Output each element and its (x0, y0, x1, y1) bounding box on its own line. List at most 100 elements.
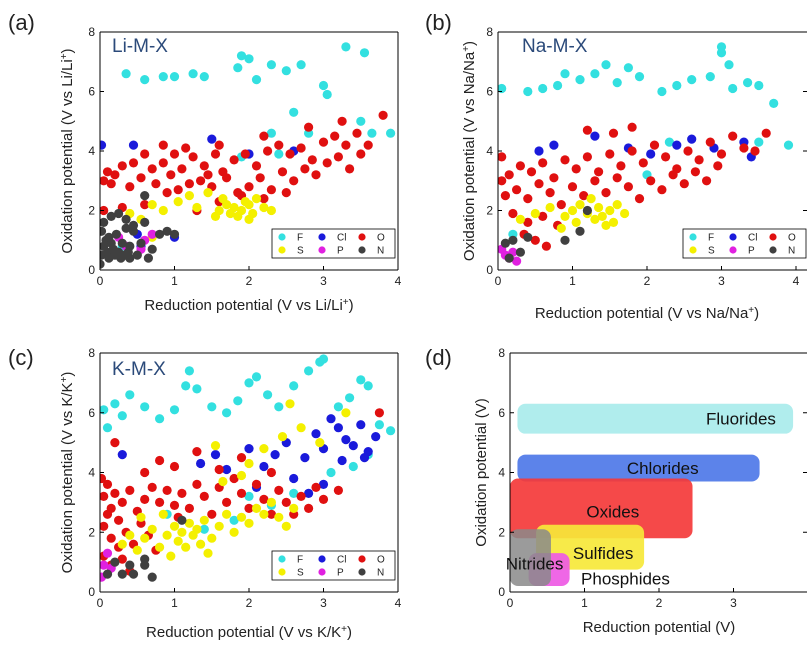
point-s (158, 509, 168, 519)
point-cl (300, 453, 310, 463)
point-n (582, 205, 593, 216)
point-s (147, 200, 157, 210)
point-o (259, 494, 269, 504)
legend-box (271, 550, 396, 581)
point-o (125, 485, 135, 495)
point-f (207, 402, 217, 412)
point-n (125, 241, 135, 251)
x-tick-label: 3 (320, 274, 327, 288)
point-o (222, 497, 232, 507)
point-s (214, 521, 224, 531)
legend-marker-s (689, 246, 697, 254)
point-o (114, 515, 124, 525)
point-f (244, 378, 254, 388)
legend-label-f: F (297, 233, 303, 244)
point-s (556, 223, 566, 233)
point-f (110, 399, 120, 409)
point-o (266, 509, 276, 519)
point-s (117, 539, 127, 549)
point-s (244, 518, 254, 528)
point-s (196, 539, 206, 549)
panel-d-summary: (d) Fluorides Chlorides Oxides Sulfides Phos… (425, 345, 807, 636)
point-s (162, 530, 172, 540)
point-f (743, 78, 753, 88)
point-o (627, 146, 637, 156)
point-s (173, 536, 183, 546)
x-axis-label: Reduction potential (V) (583, 619, 736, 636)
point-n (575, 226, 585, 236)
point-f (705, 72, 715, 82)
point-o (203, 170, 213, 180)
point-s (515, 214, 526, 224)
point-s (251, 503, 262, 513)
point-n (155, 229, 165, 239)
point-o (526, 167, 537, 177)
point-o (608, 128, 619, 138)
point-s (229, 202, 239, 213)
x-tick-label: 1 (569, 274, 576, 288)
point-o (649, 140, 660, 150)
x-axis-label: Reduction potential (V vs Na/Na+) (535, 305, 759, 323)
legend-box (271, 228, 396, 259)
point-o (274, 485, 284, 495)
y-axis-label: Oxidation potential (V) (473, 398, 490, 546)
legend-marker-f (278, 233, 286, 241)
point-f (181, 381, 191, 391)
point-f (100, 405, 109, 415)
point-o (333, 485, 343, 495)
point-s (590, 214, 600, 224)
point-f (657, 86, 667, 97)
x-axis-label: Reduction potential (V vs K/K+) (146, 624, 352, 642)
point-o (125, 182, 135, 192)
point-o (582, 152, 593, 162)
y-tick-label: 8 (88, 346, 95, 360)
point-o (716, 149, 727, 159)
point-s (315, 438, 325, 448)
point-n (125, 253, 135, 263)
point-s (222, 509, 232, 519)
point-o (222, 173, 232, 183)
point-o (560, 155, 570, 165)
point-f (188, 69, 198, 79)
x-tick-label: 1 (581, 596, 588, 610)
point-n (121, 223, 131, 233)
point-o (690, 167, 701, 177)
point-s (251, 194, 262, 204)
panel-title: Li-M-X (112, 36, 168, 57)
point-f (386, 426, 396, 436)
point-o (590, 176, 600, 186)
point-f (590, 69, 600, 79)
region-nitrides (510, 529, 551, 587)
point-s (259, 509, 269, 519)
point-s (608, 217, 619, 227)
point-f (322, 89, 332, 100)
point-s (277, 432, 288, 442)
point-o (214, 140, 224, 150)
legend-label-p: P (337, 246, 344, 257)
point-cl (289, 473, 299, 484)
point-f (333, 402, 343, 412)
legend-marker-n (358, 568, 366, 576)
point-s (274, 512, 284, 522)
y-tick-label: 2 (486, 204, 493, 218)
point-f (716, 48, 727, 58)
point-s (597, 211, 607, 221)
point-s (244, 214, 254, 224)
point-o (169, 149, 180, 159)
legend-marker-cl (318, 555, 326, 563)
y-tick-label: 8 (498, 346, 505, 360)
point-o (277, 167, 288, 177)
point-o (538, 158, 548, 168)
point-n (147, 244, 157, 254)
point-o (166, 170, 176, 180)
point-cl (259, 461, 269, 472)
point-o (177, 164, 187, 174)
point-o (304, 503, 314, 513)
point-o (244, 503, 254, 513)
point-o (318, 137, 329, 147)
point-f (199, 72, 209, 82)
point-f (117, 411, 127, 421)
point-f (229, 515, 239, 525)
point-f (244, 491, 254, 501)
point-o (337, 116, 347, 126)
